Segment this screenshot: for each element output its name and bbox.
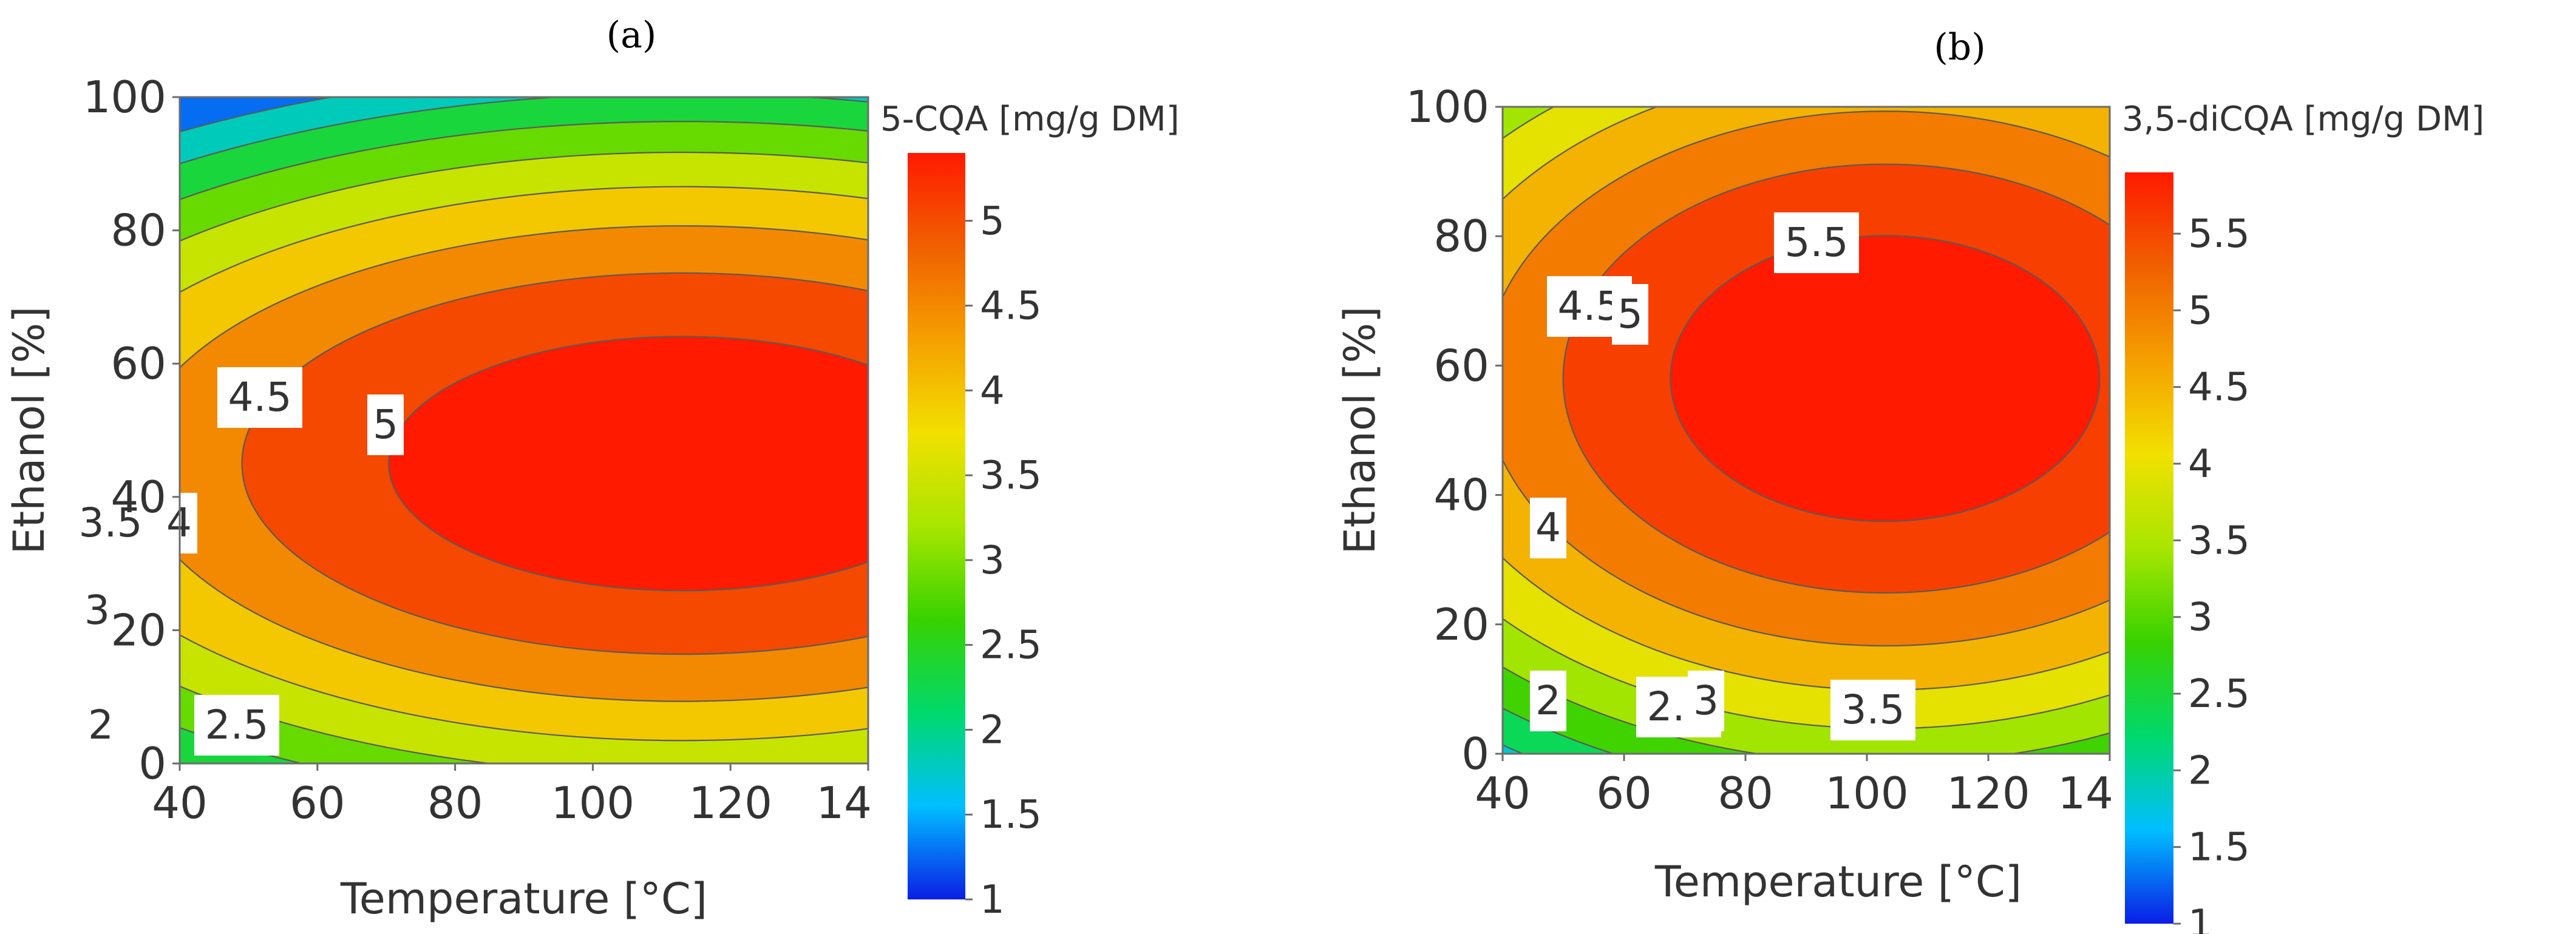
panel-b-x-axis-label: Temperature [°C] (1654, 857, 2022, 907)
y-tick-label: 40 (1433, 470, 1489, 521)
contour-label: 3.5 (1841, 686, 1905, 733)
x-tick-label: 120 (1946, 768, 2030, 819)
panel-b-colorbar: 1 1.5 2 2.5 3 3.5 4 4.5 5 5.5 (2125, 172, 2250, 934)
contour-label: 3.5 (79, 499, 143, 546)
panel-a-label: (a) (607, 14, 657, 56)
panel-a-x-axis-label: Temperature [°C] (340, 874, 707, 924)
colorbar-tick-label: 3 (980, 538, 1005, 583)
contour-label: 3 (84, 587, 110, 634)
panel-b-x-axis: 40 60 80 100 120 14 (1475, 754, 2113, 819)
panel-b-colorbar-title: 3,5-diCQA [mg/g DM] (2122, 100, 2484, 139)
panel-a-contour-plot (180, 97, 868, 763)
x-tick-label: 100 (1825, 768, 1908, 819)
colorbar-tick-label: 4 (980, 368, 1005, 413)
contour-label: 5.5 (1785, 219, 1849, 266)
contour-label: 2 (1535, 677, 1561, 724)
contour-label-box (217, 367, 302, 428)
panel-a-y-axis: 0 20 40 60 80 100 (83, 72, 180, 789)
panel-b-y-axis-label: Ethanol [%] (1335, 306, 1385, 555)
x-tick-label: 14 (816, 777, 872, 828)
contour-label-box (1530, 671, 1566, 731)
colorbar-tick-label: 1.5 (980, 793, 1042, 838)
colorbar-tick-label: 1 (2188, 902, 2213, 934)
contour-label-box (79, 580, 115, 641)
panel-a-plot-frame (178, 96, 869, 765)
panel-b-plot-frame (1501, 106, 2111, 755)
contour-label: 2.5 (205, 702, 269, 748)
contour-label: 4.5 (1558, 283, 1622, 330)
contour-label-box (194, 695, 279, 756)
x-tick-label: 40 (1475, 768, 1531, 819)
contour-label: 4 (1535, 504, 1561, 551)
contour-label: 4.5 (228, 374, 292, 421)
contour-label-box (83, 695, 119, 756)
colorbar-tick-label: 4.5 (980, 284, 1042, 329)
contour-label-box (1688, 671, 1724, 731)
y-tick-label: 40 (110, 472, 166, 523)
panel-a-x-axis: 40 60 80 100 120 14 (152, 763, 872, 828)
colorbar-tick-label: 2 (2188, 748, 2213, 793)
colorbar-tick-label: 5 (980, 199, 1005, 244)
y-tick-label: 0 (1461, 728, 1489, 779)
contour-label-box (1830, 680, 1915, 740)
contour-label-box (1530, 498, 1566, 558)
panel-a-colorbar: 1 1.5 2 2.5 3 3.5 4 4.5 5 (908, 153, 1042, 922)
y-tick-label: 20 (110, 604, 166, 655)
colorbar-tick-label: 1.5 (2188, 825, 2250, 870)
x-tick-label: 120 (688, 777, 772, 828)
colorbar-tick-label: 1 (980, 878, 1005, 922)
panel-a-contour-labels: 2 2.533.5 44.55 (68, 367, 404, 756)
x-tick-label: 14 (2058, 768, 2113, 819)
y-tick-label: 80 (1433, 211, 1489, 262)
colorbar-tick-label: 3.5 (980, 453, 1042, 498)
y-tick-label: 80 (110, 205, 166, 256)
colorbar-gradient (908, 153, 965, 899)
colorbar-tick-label: 2.5 (2188, 672, 2250, 717)
contour-label: 2 (88, 702, 114, 748)
colorbar-tick-label: 4 (2188, 442, 2213, 487)
panel-a-colorbar-title: 5-CQA [mg/g DM] (880, 100, 1180, 139)
y-tick-label: 100 (83, 72, 166, 123)
contour-label-box (68, 493, 153, 553)
y-tick-label: 60 (110, 338, 166, 389)
contour-label-box (1612, 284, 1648, 345)
colorbar-tick-label: 4.5 (2188, 365, 2250, 410)
contour-label: 3 (1693, 677, 1719, 724)
colorbar-tick-label: 2 (980, 708, 1005, 753)
x-tick-label: 60 (1596, 768, 1652, 819)
panel-b-contour-labels: 2 2.53 3.544.555.5 (1530, 212, 1915, 740)
panel-a: (a) 2 2.5 3 3.5 4 4.5 5 0 20 40 60 80 100 40 60 80 100… (4, 14, 1180, 924)
colorbar-tick-label: 5.5 (2188, 212, 2250, 257)
panel-b-contour-plot (1503, 107, 2110, 754)
contour-band-5-5 (1670, 235, 2101, 523)
x-tick-label: 60 (290, 777, 345, 828)
y-tick-label: 100 (1406, 81, 1489, 132)
x-tick-label: 80 (1718, 768, 1773, 819)
y-tick-label: 0 (138, 738, 166, 789)
colorbar-tick-label: 3 (2188, 595, 2213, 640)
panel-a-y-axis-label: Ethanol [%] (4, 306, 54, 555)
colorbar-tick-label: 3.5 (2188, 518, 2250, 563)
colorbar-gradient (2125, 172, 2173, 924)
contour-label: 5 (1617, 291, 1643, 337)
colorbar-tick-label: 5 (2188, 288, 2213, 333)
panel-b-label: (b) (1934, 26, 1985, 69)
y-tick-label: 60 (1433, 340, 1489, 391)
contour-band-5 (388, 336, 868, 592)
panel-b-y-axis: 0 20 40 60 80 100 (1406, 81, 1503, 779)
x-tick-label: 40 (152, 777, 208, 828)
colorbar-tick-label: 2.5 (980, 623, 1042, 668)
contour-label-box (1774, 212, 1859, 273)
y-tick-label: 20 (1433, 599, 1489, 650)
contour-label: 5 (373, 401, 398, 448)
x-tick-label: 100 (551, 777, 634, 828)
contour-label-box (367, 394, 404, 455)
x-tick-label: 80 (427, 777, 483, 828)
